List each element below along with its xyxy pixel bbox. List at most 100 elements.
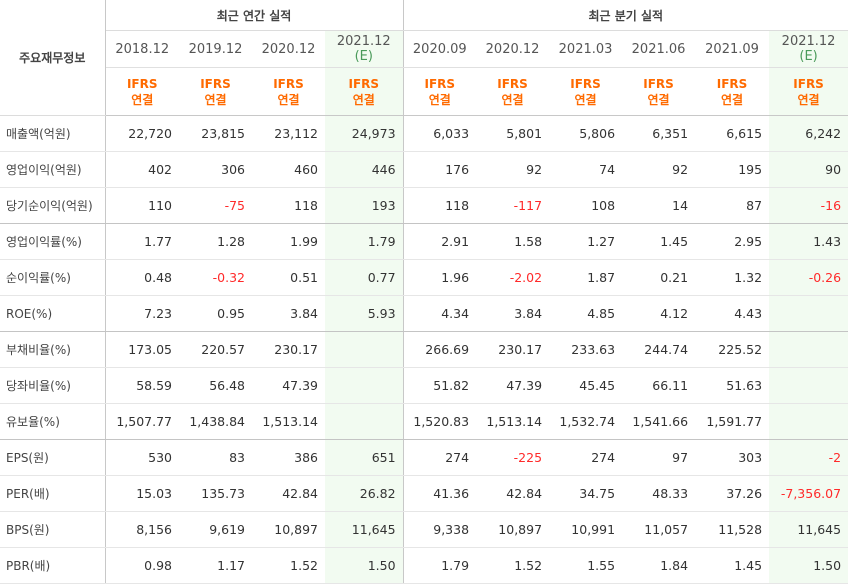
basis-standard: IFRS <box>793 76 824 91</box>
table-cell: 1.87 <box>549 259 623 296</box>
table-cell: 446 <box>325 151 404 188</box>
table-cell: 0.95 <box>179 295 252 332</box>
table-cell: 47.39 <box>476 367 550 404</box>
period-header: 2020.12 <box>252 30 325 68</box>
table-cell: 266.69 <box>403 331 477 368</box>
table-row: BPS(원) 8,156 9,619 10,897 11,645 9,338 10,897 1… <box>0 511 848 548</box>
table-cell: 1.77 <box>105 223 179 260</box>
table-cell: 42.84 <box>252 475 325 512</box>
basis-standard: IFRS <box>200 76 231 91</box>
table-cell: 26.82 <box>325 475 404 512</box>
table-cell: 0.51 <box>252 259 325 296</box>
table-cell: 10,897 <box>476 511 550 548</box>
table-cell: 530 <box>105 439 179 476</box>
basis-consolidation: 연결 <box>574 92 597 107</box>
period-label: 2021.12 <box>336 34 391 49</box>
table-cell: 0.77 <box>325 259 404 296</box>
basis-consolidation: 연결 <box>797 92 820 107</box>
table-cell: 92 <box>476 151 550 188</box>
row-label: PBR(배) <box>0 547 106 584</box>
table-cell: 1.27 <box>549 223 623 260</box>
table-cell: 11,645 <box>769 511 848 548</box>
table-cell: 176 <box>403 151 477 188</box>
basis-standard: IFRS <box>273 76 304 91</box>
row-label: 당좌비율(%) <box>0 367 106 404</box>
table-cell: 9,338 <box>403 511 477 548</box>
table-cell: 66.11 <box>622 367 696 404</box>
table-cell: 8,156 <box>105 511 179 548</box>
table-row: 순이익률(%) 0.48 -0.32 0.51 0.77 1.96 -2.02 1.87 0.2… <box>0 259 848 296</box>
table-cell: 47.39 <box>252 367 325 404</box>
table-cell: 274 <box>403 439 477 476</box>
table-cell: -2.02 <box>476 259 550 296</box>
table-cell: 37.26 <box>695 475 770 512</box>
table-cell <box>769 331 848 368</box>
table-cell: 15.03 <box>105 475 179 512</box>
basis-label: IFRS 연결 <box>476 67 550 116</box>
table-cell <box>325 331 404 368</box>
period-label: 2018.12 <box>115 41 170 57</box>
table-cell <box>769 367 848 404</box>
table-cell: 5,806 <box>549 115 623 152</box>
basis-label: IFRS 연결 <box>325 67 404 116</box>
table-cell <box>325 403 404 440</box>
basis-label: IFRS 연결 <box>695 67 770 116</box>
table-cell: 1,513.14 <box>476 403 550 440</box>
table-cell: 24,973 <box>325 115 404 152</box>
basis-label: IFRS 연결 <box>105 67 179 116</box>
table-cell: 118 <box>403 187 477 224</box>
period-header: 2021.06 <box>622 30 696 68</box>
table-cell: -75 <box>179 187 252 224</box>
period-label: 2020.09 <box>412 41 467 57</box>
table-row: 당기순이익(억원) 110 -75 118 193 118 -117 108 14 87 -16 <box>0 187 848 224</box>
table-cell: 97 <box>622 439 696 476</box>
table-cell: 14 <box>622 187 696 224</box>
table-cell: 1,520.83 <box>403 403 477 440</box>
quarter-section-title: 최근 분기 실적 <box>403 0 848 31</box>
basis-standard: IFRS <box>716 76 748 91</box>
table-body: 매출액(억원) 22,720 23,815 23,112 24,973 6,033 5,80… <box>0 115 848 584</box>
basis-consolidation: 연결 <box>721 92 744 107</box>
table-cell: 118 <box>252 187 325 224</box>
table-cell: 51.63 <box>695 367 770 404</box>
table-cell <box>769 295 848 332</box>
table-cell: 1,591.77 <box>695 403 770 440</box>
period-header: 2021.09 <box>695 30 770 68</box>
table-row: PER(배) 15.03 135.73 42.84 26.82 41.36 42.84 34.… <box>0 475 848 512</box>
period-label: 2020.12 <box>485 41 540 57</box>
basis-consolidation: 연결 <box>647 92 670 107</box>
table-cell: 74 <box>549 151 623 188</box>
table-cell: 233.63 <box>549 331 623 368</box>
table-cell: 274 <box>549 439 623 476</box>
table-cell: 42.84 <box>476 475 550 512</box>
period-label: 2020.12 <box>261 41 316 57</box>
table-cell: 10,897 <box>252 511 325 548</box>
table-cell: 195 <box>695 151 770 188</box>
table-row: EPS(원) 530 83 386 651 274 -225 274 97 303 -2 <box>0 439 848 476</box>
table-cell: 1,438.84 <box>179 403 252 440</box>
row-label: PER(배) <box>0 475 106 512</box>
table-cell: 6,351 <box>622 115 696 152</box>
table-cell: 1.32 <box>695 259 770 296</box>
table-cell: 4.12 <box>622 295 696 332</box>
row-label: 유보율(%) <box>0 403 106 440</box>
table-cell: 0.98 <box>105 547 179 584</box>
table-cell: 1.50 <box>325 547 404 584</box>
table-cell: 1.52 <box>252 547 325 584</box>
period-header-row: 2018.12 2019.12 2020.12 2021.12 (E) 2020.09 20… <box>0 30 848 68</box>
table-cell: 460 <box>252 151 325 188</box>
basis-standard: IFRS <box>424 76 456 91</box>
table-cell: 306 <box>179 151 252 188</box>
table-cell: 244.74 <box>622 331 696 368</box>
table-cell: 5.93 <box>325 295 404 332</box>
table-cell: 51.82 <box>403 367 477 404</box>
basis-label: IFRS 연결 <box>769 67 848 116</box>
basis-label: IFRS 연결 <box>179 67 252 116</box>
table-row: 부채비율(%) 173.05 220.57 230.17 266.69 230.17 233… <box>0 331 848 368</box>
basis-consolidation: 연결 <box>352 92 375 107</box>
table-cell: 23,112 <box>252 115 325 152</box>
row-label: 매출액(억원) <box>0 115 106 152</box>
table-cell: 402 <box>105 151 179 188</box>
estimate-marker: (E) <box>799 49 818 64</box>
